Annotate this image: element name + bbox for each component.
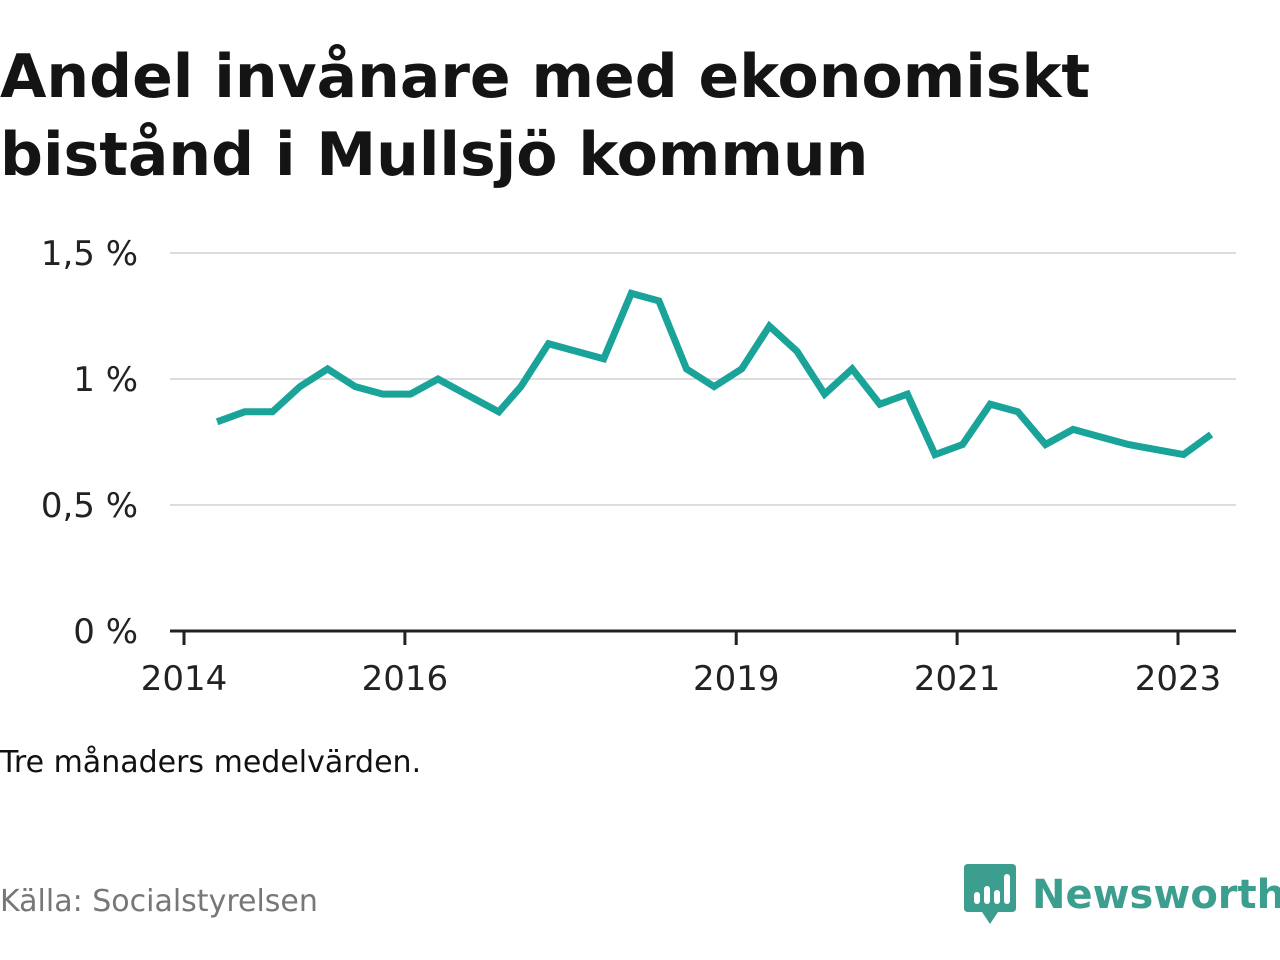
brand-logo: Newsworthy bbox=[964, 864, 1280, 926]
y-tick-label: 1 % bbox=[73, 360, 138, 400]
x-tick-label: 2023 bbox=[1135, 659, 1222, 699]
chart-note: Tre månaders medelvärden. bbox=[0, 745, 422, 780]
newsworthy-logo-icon bbox=[964, 864, 1016, 924]
x-tick-label: 2014 bbox=[141, 659, 228, 699]
y-tick-label: 1,5 % bbox=[41, 234, 138, 274]
brand-name: Newsworthy bbox=[1032, 872, 1280, 918]
y-axis-labels: 0 % 0,5 % 1 % 1,5 % bbox=[41, 234, 138, 652]
x-tick-label: 2021 bbox=[914, 659, 1001, 699]
series-layer bbox=[215, 289, 1214, 460]
x-tick-label: 2019 bbox=[693, 659, 780, 699]
y-tick-label: 0 % bbox=[73, 612, 138, 652]
x-tick-label: 2016 bbox=[362, 659, 449, 699]
source-credit: Källa: Socialstyrelsen bbox=[0, 884, 318, 919]
series-line bbox=[215, 289, 1214, 460]
x-axis bbox=[170, 629, 1236, 645]
x-axis-labels: 2014 2016 2019 2021 2023 bbox=[141, 659, 1222, 699]
y-tick-label: 0,5 % bbox=[41, 486, 138, 526]
chart-title: Andel invånare med ekonomiskt bistånd i … bbox=[0, 42, 1091, 190]
